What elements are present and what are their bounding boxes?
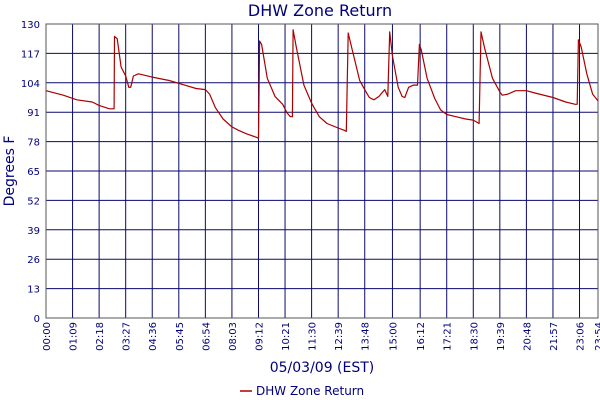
y-tick-label: 130 [21, 20, 40, 31]
x-tick-label: 00:00 [42, 322, 53, 351]
y-tick-label: 104 [21, 79, 40, 90]
y-tick-label: 117 [21, 49, 40, 60]
x-tick-label: 05:45 [175, 322, 186, 351]
x-tick-label: 02:18 [95, 322, 106, 351]
y-tick-label: 39 [27, 226, 40, 237]
x-tick-label: 23:06 [576, 322, 587, 351]
x-tick-label: 16:12 [416, 322, 427, 351]
x-tick-label: 20:48 [522, 322, 533, 351]
y-tick-label: 26 [27, 255, 40, 266]
x-tick-label: 09:12 [254, 322, 265, 351]
y-axis-label: Degrees F [2, 136, 18, 207]
y-tick-label: 91 [27, 108, 40, 119]
y-tick-labels: 0 13 26 39 52 65 78 91 104 117 130 [21, 20, 40, 325]
x-tick-label: 06:54 [201, 322, 212, 351]
series-line [45, 29, 599, 139]
y-tick-label: 78 [27, 138, 40, 149]
x-tick-label: 04:36 [148, 322, 159, 351]
x-tick-label: 12:39 [334, 322, 345, 351]
chart-title: DHW Zone Return [248, 1, 392, 20]
x-tick-label: 08:03 [228, 322, 239, 351]
x-tick-label: 21:57 [549, 322, 560, 351]
x-tick-label: 13:48 [361, 322, 372, 351]
x-tick-label: 23:54 [594, 322, 600, 351]
x-tick-label: 01:09 [69, 322, 80, 351]
y-tick-label: 65 [27, 167, 40, 178]
plot-grid [45, 23, 599, 319]
y-tick-label: 0 [34, 314, 40, 325]
x-tick-label: 17:21 [443, 322, 454, 351]
y-tick-label: 13 [27, 285, 40, 296]
x-tick-label: 19:39 [496, 322, 507, 351]
legend-label: DHW Zone Return [256, 384, 364, 398]
x-tick-labels: 00:00 01:09 02:18 03:27 04:36 05:45 06:54 08:03… [42, 322, 600, 351]
series-layer [45, 29, 599, 139]
legend: DHW Zone Return [240, 384, 364, 398]
x-tick-label: 10:21 [281, 322, 292, 351]
x-tick-label: 11:30 [308, 322, 319, 351]
plot-frame [45, 23, 599, 319]
x-tick-label: 03:27 [122, 322, 133, 351]
x-axis-label: 05/03/09 (EST) [270, 360, 375, 376]
x-tick-label: 15:00 [388, 322, 399, 351]
x-tick-label: 18:30 [469, 322, 480, 351]
y-tick-label: 52 [27, 196, 40, 207]
